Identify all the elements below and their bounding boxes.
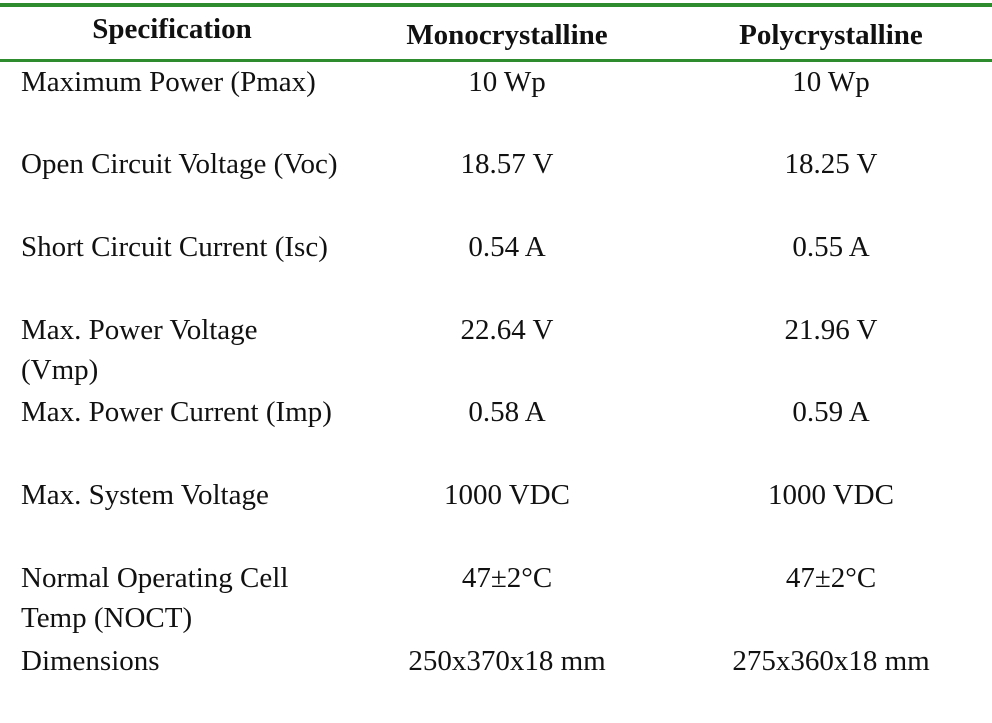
mono-value: 22.64 V xyxy=(460,314,554,346)
spec-label: Short Circuit Current (Isc) xyxy=(21,231,328,263)
header-polycrystalline: Polycrystalline xyxy=(739,19,923,51)
spec-label: Max. Power Current (Imp) xyxy=(21,396,332,428)
spec-label: Dimensions xyxy=(21,645,160,677)
mono-value: 0.58 A xyxy=(468,396,546,428)
spec-label: Maximum Power (Pmax) xyxy=(21,66,316,98)
poly-value: 0.59 A xyxy=(792,396,870,428)
poly-value: 0.55 A xyxy=(792,231,870,263)
spec-label: Max. Power Voltage (Vmp) xyxy=(21,314,258,386)
mono-value: 250x370x18 mm xyxy=(408,645,606,677)
header-monocrystalline: Monocrystalline xyxy=(406,19,608,51)
mono-value: 0.54 A xyxy=(468,231,546,263)
table-top-rule xyxy=(0,3,992,7)
poly-value: 1000 VDC xyxy=(768,479,894,511)
spec-label: Normal Operating Cell Temp (NOCT) xyxy=(21,562,289,634)
mono-value: 18.57 V xyxy=(460,148,554,180)
poly-value: 47±2°C xyxy=(785,562,877,594)
header-specification: Specification xyxy=(92,13,252,45)
poly-value: 18.25 V xyxy=(784,148,878,180)
mono-value: 10 Wp xyxy=(468,66,546,98)
mono-value: 47±2°C xyxy=(461,562,553,594)
poly-value: 10 Wp xyxy=(792,66,870,98)
spec-label: Max. System Voltage xyxy=(21,479,269,511)
poly-value: 21.96 V xyxy=(784,314,878,346)
mono-value: 1000 VDC xyxy=(444,479,570,511)
poly-value: 275x360x18 mm xyxy=(732,645,930,677)
header-bottom-rule xyxy=(0,59,992,62)
spec-label: Open Circuit Voltage (Voc) xyxy=(21,148,338,180)
